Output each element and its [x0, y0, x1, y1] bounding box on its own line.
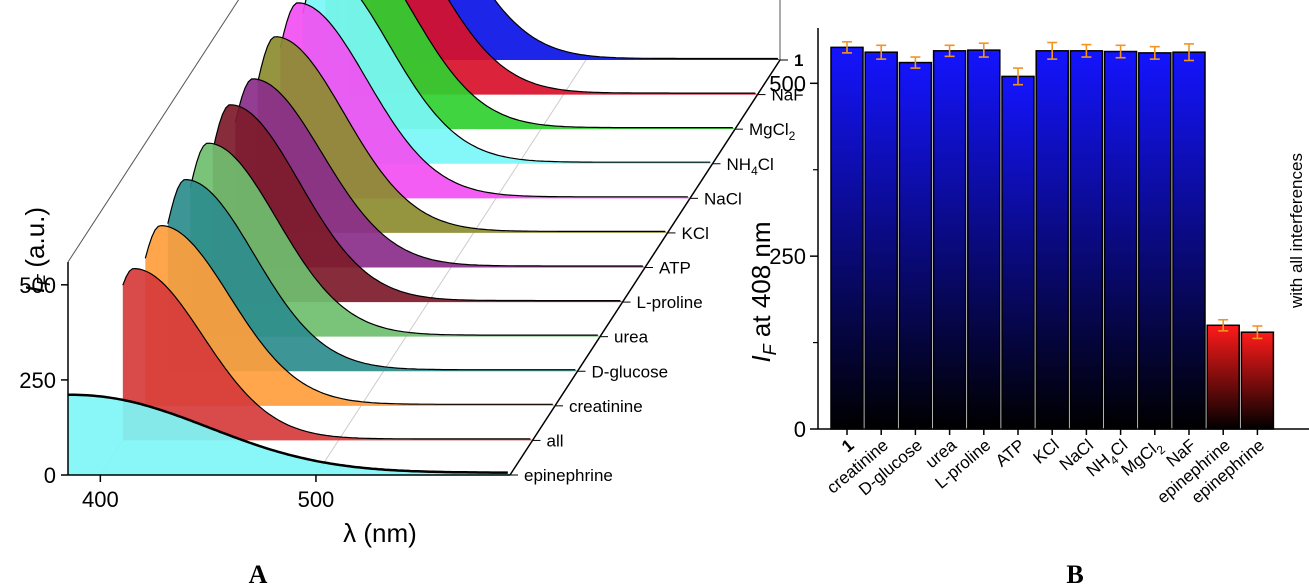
series-area-d-glucose: [167, 178, 578, 372]
error-bar: [978, 42, 989, 58]
bar: [1240, 331, 1275, 430]
y-tick-label: 250: [769, 244, 806, 269]
category-label: ATP: [992, 436, 1029, 471]
x-tick-label: 500: [298, 487, 335, 512]
y-tick-label: 0: [44, 463, 56, 488]
series-label: ATP: [659, 259, 691, 278]
bar: [967, 49, 1001, 430]
bar: [1069, 50, 1104, 430]
y-tick-label: 0: [794, 417, 806, 442]
panel-b-y-axis-title: IF at 408 nm: [746, 221, 780, 362]
series-label: urea: [614, 328, 649, 347]
panel-b-bars: [830, 41, 1275, 430]
category-label: 1: [838, 436, 857, 457]
bar: [1035, 50, 1069, 430]
series-label: L-proline: [637, 293, 703, 312]
series-label: NH4Cl: [727, 155, 774, 178]
y-tick-label: 250: [19, 368, 56, 393]
panel-a-series: [67, 0, 780, 475]
bar: [1138, 52, 1172, 430]
series-area-nh4cl: [302, 0, 713, 164]
bar: [864, 51, 898, 430]
error-bar: [1047, 41, 1058, 60]
error-bar: [876, 44, 887, 60]
error-bar: [1115, 44, 1126, 59]
panel-b-label: B: [1066, 560, 1083, 587]
bar: [1001, 75, 1035, 430]
panel-a-y-axis-title: IF (a.u.): [20, 207, 54, 293]
panel-b-axes: 0 250 500: [769, 28, 1309, 442]
panel-b-chart: 0 250 500 1creatinineD-glucoseureaL-prolin…: [746, 28, 1309, 587]
panel-b-annotation: with all interferences: [1287, 153, 1306, 309]
series-area-l-proline: [212, 104, 623, 303]
series-area-mgcl2: [325, 0, 735, 130]
bar: [1103, 50, 1138, 430]
error-bar: [1252, 325, 1263, 340]
error-bar: [1184, 43, 1194, 62]
error-bar: [1218, 318, 1229, 332]
panel-a-axes: 0 250 500 400 500: [19, 262, 510, 512]
series-area-all: [122, 267, 533, 441]
series-label: MgCl2: [749, 120, 796, 143]
panel-a-x-axis-title: λ (nm): [343, 518, 417, 548]
bar: [1172, 51, 1206, 430]
error-bar: [1149, 45, 1160, 60]
y-tick-label: 500: [769, 71, 806, 96]
series-area-epinephrine: [67, 393, 510, 475]
error-bar: [910, 56, 921, 69]
series-label: D-glucose: [592, 362, 669, 381]
series-label: 1: [794, 51, 803, 70]
panel-a-chart: 0 250 500 400 500 1 NaF MgCl2 NH4Cl NaCl KCl ATP L-…: [19, 0, 804, 587]
error-bar: [1081, 43, 1092, 58]
y-tick-label: 500: [19, 273, 56, 298]
series-area-urea: [189, 142, 601, 337]
series-area-atp: [234, 78, 646, 268]
bar: [1206, 324, 1240, 430]
category-label: MgCl2: [1118, 435, 1169, 483]
series-label: all: [547, 431, 564, 450]
bar: [898, 61, 933, 430]
error-bar: [842, 41, 852, 54]
series-label: NaF: [772, 86, 804, 105]
bar: [932, 50, 967, 430]
series-area-kcl: [257, 36, 668, 233]
series-label: creatinine: [569, 397, 643, 416]
series-label: epinephrine: [524, 466, 613, 485]
error-bar: [944, 44, 955, 58]
bar: [830, 46, 864, 430]
series-label: KCl: [682, 224, 709, 243]
x-tick-label: 400: [82, 487, 119, 512]
series-area-creatinine: [144, 224, 556, 406]
panel-a-series-labels: 1 NaF MgCl2 NH4Cl NaCl KCl ATP L-proline urea D-g…: [510, 51, 804, 485]
series-area-nacl: [279, 2, 690, 199]
error-bar: [1013, 67, 1023, 86]
series-label: NaCl: [704, 189, 742, 208]
panel-a-label: A: [249, 560, 268, 587]
